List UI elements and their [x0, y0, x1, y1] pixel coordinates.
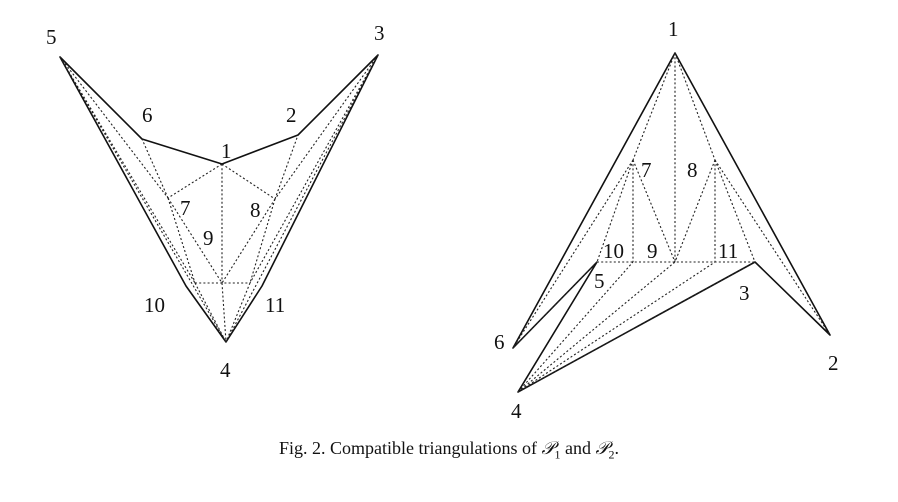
right-vertex-11: 11: [718, 239, 738, 263]
right-vertex-7: 7: [641, 158, 652, 182]
right-vertex-2: 2: [828, 351, 839, 375]
caption-prefix: Fig. 2. Compatible triangulations of: [279, 438, 542, 458]
left-vertex-11: 11: [265, 293, 285, 317]
left-vertex-2: 2: [286, 103, 297, 127]
right-vertex-10: 10: [603, 239, 624, 263]
left-vertex-4: 4: [220, 358, 231, 382]
caption-p1-subscript: 1: [554, 447, 561, 462]
caption-and: and: [560, 438, 596, 458]
left-vertex-3: 3: [374, 21, 385, 45]
left-vertex-6: 6: [142, 103, 153, 127]
right-polygon-p2: 1 2 3 4 5 6 7 8 9 10 11: [494, 17, 839, 423]
left-vertex-8: 8: [250, 198, 261, 222]
right-vertex-6: 6: [494, 330, 505, 354]
left-vertex-9: 9: [203, 226, 214, 250]
left-polygon-p1: 1 2 3 4 5 6 7 8 9 10 11: [46, 21, 385, 382]
caption-p1-symbol: 𝒫: [541, 438, 555, 458]
left-vertex-5: 5: [46, 25, 57, 49]
right-vertex-8: 8: [687, 158, 698, 182]
right-vertex-1: 1: [668, 17, 679, 41]
caption-p2-symbol: 𝒫: [595, 438, 609, 458]
left-vertex-1: 1: [221, 139, 232, 163]
right-polygon-outline: [512, 52, 831, 393]
left-vertex-10: 10: [144, 293, 165, 317]
left-vertex-7: 7: [180, 196, 191, 220]
right-vertex-3: 3: [739, 281, 750, 305]
left-triangulation-edges: [59, 54, 379, 343]
caption-p2-subscript: 2: [608, 447, 615, 462]
right-vertex-9: 9: [647, 239, 658, 263]
caption-suffix: .: [614, 438, 619, 458]
right-triangulation-edges: [512, 52, 831, 393]
right-vertex-5: 5: [594, 269, 605, 293]
figure-caption: Fig. 2. Compatible triangulations of 𝒫1 …: [0, 438, 898, 463]
right-vertex-4: 4: [511, 399, 522, 423]
left-polygon-outline: [59, 54, 379, 343]
